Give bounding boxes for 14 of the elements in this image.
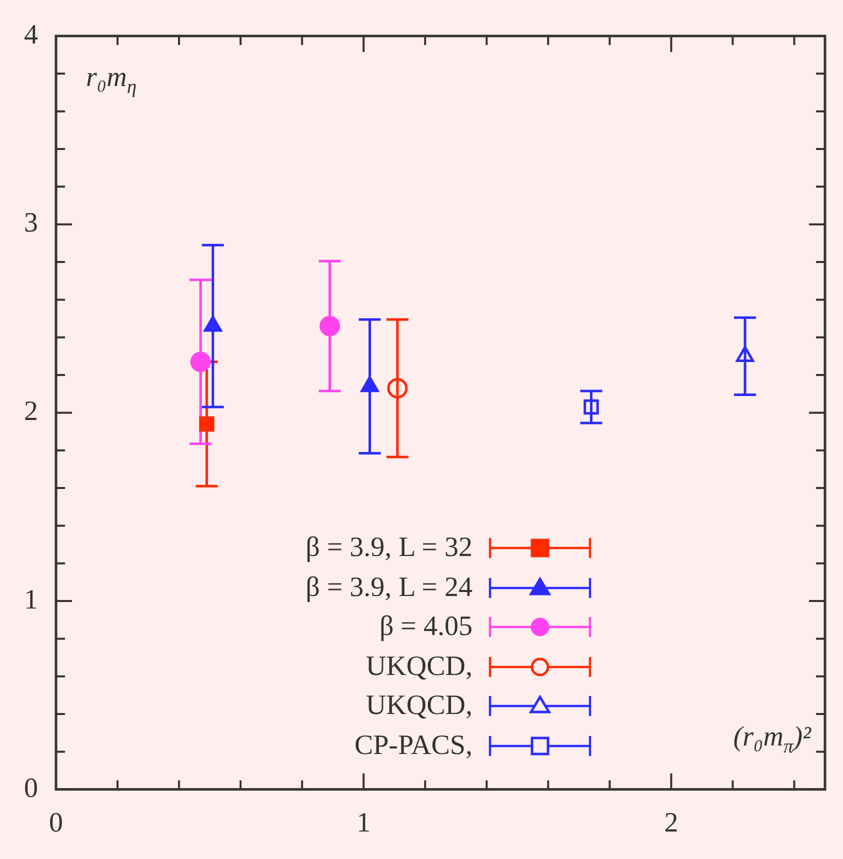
y-tick-label: 1 xyxy=(24,584,38,616)
x-tick-label: 1 xyxy=(356,808,371,839)
legend-label: β = 3.9, L = 24 xyxy=(306,572,472,604)
x-tick-label: 0 xyxy=(49,808,63,839)
legend-label: β = 4.05 xyxy=(379,611,472,644)
legend-label: UKQCD, xyxy=(366,690,472,722)
y-tick-label: 0 xyxy=(24,772,38,804)
legend-label: CP-PACS, xyxy=(354,730,472,762)
y-tick-label: 3 xyxy=(24,208,38,239)
legend-label: UKQCD, xyxy=(366,650,472,683)
y-tick-label: 4 xyxy=(24,19,38,50)
y-tick-label: 2 xyxy=(24,396,38,428)
x-tick-label: 2 xyxy=(664,808,678,839)
legend-label: β = 3.9, L = 32 xyxy=(306,532,472,564)
